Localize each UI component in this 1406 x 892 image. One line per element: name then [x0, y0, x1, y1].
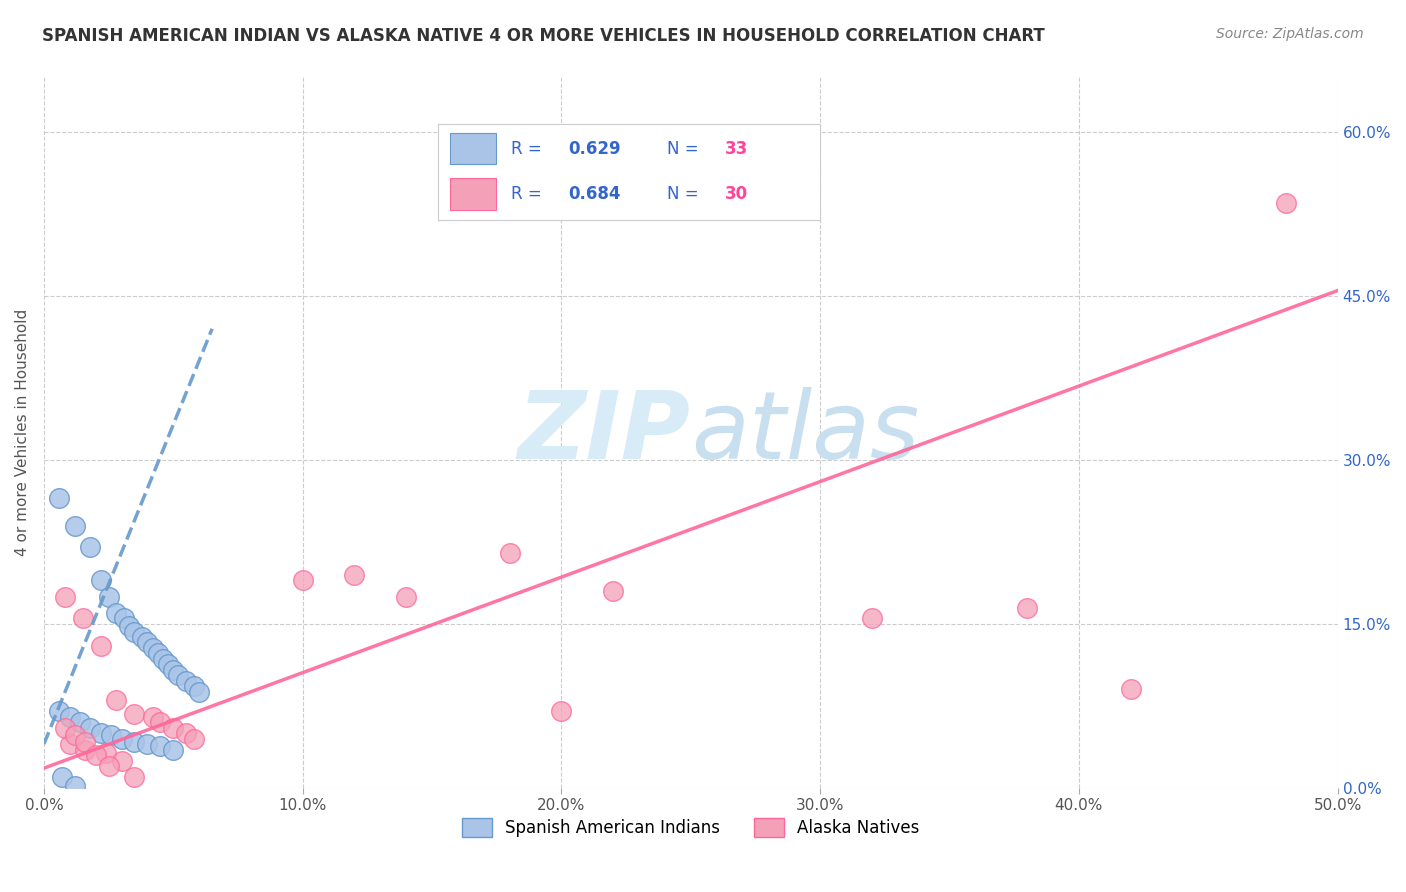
Point [162, 742, 184, 756]
Point [90, 639, 112, 653]
Point [602, 584, 624, 599]
Point [112, 611, 135, 625]
Point [118, 619, 141, 633]
Point [124, 624, 146, 639]
Point [142, 640, 165, 655]
Point [53, 590, 76, 604]
Point [97, 590, 120, 604]
Point [94, 746, 117, 760]
Point [79, 541, 101, 555]
Point [167, 668, 190, 682]
Point [100, 728, 122, 742]
Point [395, 590, 418, 604]
Point [63, 518, 86, 533]
Point [105, 693, 128, 707]
Point [174, 673, 197, 688]
Point [110, 754, 132, 768]
Point [136, 737, 159, 751]
Point [63, 728, 86, 742]
Y-axis label: 4 or more Vehicles in Household: 4 or more Vehicles in Household [15, 309, 30, 557]
Point [162, 721, 184, 735]
Point [53, 721, 76, 735]
Text: SPANISH AMERICAN INDIAN VS ALASKA NATIVE 4 OR MORE VEHICLES IN HOUSEHOLD CORRELA: SPANISH AMERICAN INDIAN VS ALASKA NATIVE… [42, 27, 1045, 45]
Point [75, 735, 97, 749]
Point [174, 726, 197, 740]
Point [124, 706, 146, 721]
Point [142, 710, 165, 724]
Point [146, 647, 169, 661]
Point [51, 770, 73, 784]
Text: Source: ZipAtlas.com: Source: ZipAtlas.com [1216, 27, 1364, 41]
Legend: Spanish American Indians, Alaska Natives: Spanish American Indians, Alaska Natives [456, 811, 927, 844]
Point [79, 721, 101, 735]
Point [152, 652, 174, 666]
Point [124, 770, 146, 784]
Point [124, 735, 146, 749]
Point [131, 630, 153, 644]
Point [136, 635, 159, 649]
Point [291, 573, 314, 587]
Point [84, 747, 107, 762]
Point [90, 573, 112, 587]
Point [149, 715, 172, 730]
Text: ZIP: ZIP [517, 386, 690, 479]
Point [183, 731, 205, 746]
Point [1275, 196, 1298, 211]
Point [69, 715, 91, 730]
Point [97, 759, 120, 773]
Point [63, 779, 86, 793]
Point [343, 567, 366, 582]
Point [188, 684, 211, 698]
Point [157, 657, 180, 672]
Point [860, 611, 883, 625]
Point [105, 606, 128, 620]
Point [550, 704, 572, 718]
Point [59, 710, 82, 724]
Point [48, 491, 70, 506]
Point [90, 726, 112, 740]
Point [110, 731, 132, 746]
Point [72, 611, 94, 625]
Point [1119, 682, 1142, 697]
Point [149, 739, 172, 754]
Point [498, 546, 520, 560]
Point [59, 737, 82, 751]
Point [1017, 600, 1039, 615]
Text: atlas: atlas [690, 387, 920, 478]
Point [48, 704, 70, 718]
Point [75, 742, 97, 756]
Point [162, 663, 184, 677]
Point [183, 679, 205, 693]
